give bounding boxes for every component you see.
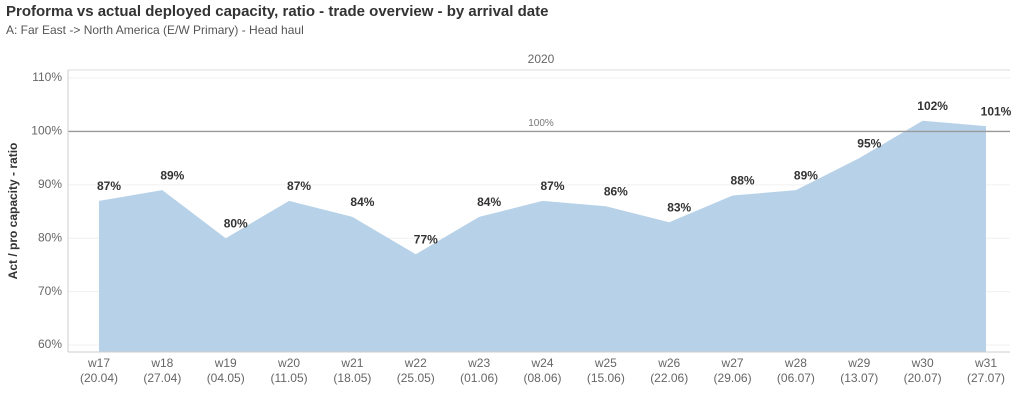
data-label: 95% <box>857 136 881 150</box>
data-label: 80% <box>224 216 248 230</box>
reference-label: 100% <box>528 118 554 129</box>
y-tick-label: 60% <box>38 337 62 351</box>
data-label: 87% <box>97 179 121 193</box>
y-axis-title: Act / pro capacity - ratio <box>6 143 20 280</box>
x-tick-label: w25 (15.06) <box>586 356 625 385</box>
x-tick-label: w24 (08.06) <box>523 356 562 385</box>
data-label: 77% <box>414 232 438 246</box>
data-label: 87% <box>540 179 564 193</box>
data-label: 84% <box>350 195 374 209</box>
chart-title: Proforma vs actual deployed capacity, ra… <box>6 3 548 20</box>
x-tick-label: w20 (11.05) <box>270 356 308 385</box>
x-tick-label: w31 (27.07) <box>966 356 1006 385</box>
data-label: 83% <box>667 200 691 214</box>
y-tick-label: 80% <box>38 230 62 244</box>
x-tick-label: w28 (06.07) <box>776 356 815 385</box>
data-label: 101% <box>981 104 1012 118</box>
x-tick-label: w26 (22.06) <box>650 356 689 385</box>
x-tick-label: w22 (25.05) <box>396 356 435 385</box>
area <box>99 120 986 352</box>
y-tick-label: 100% <box>31 124 62 138</box>
data-label: 84% <box>477 195 501 209</box>
x-tick-label: w30 (20.07) <box>903 356 942 385</box>
data-label: 102% <box>917 99 948 113</box>
data-label: 89% <box>794 168 818 182</box>
data-label: 86% <box>604 184 628 198</box>
x-tick-label: w27 (29.06) <box>713 356 752 385</box>
y-tick-label: 70% <box>38 284 62 298</box>
column-header: 2020 <box>528 52 555 66</box>
x-tick-label: w18 (27.04) <box>143 356 182 385</box>
x-tick-label: w29 (13.07) <box>840 356 879 385</box>
x-tick-label: w19 (04.05) <box>206 356 245 385</box>
data-label: 89% <box>160 168 184 182</box>
y-tick-label: 110% <box>32 70 62 84</box>
x-tick-label: w21 (18.05) <box>333 356 372 385</box>
y-tick-label: 90% <box>38 177 62 191</box>
data-label: 87% <box>287 179 311 193</box>
data-label: 88% <box>731 174 755 188</box>
x-tick-label: w17 (20.04) <box>79 356 119 385</box>
x-tick-label: w23 (01.06) <box>460 356 499 385</box>
chart-subtitle: A: Far East -> North America (E/W Primar… <box>6 23 304 37</box>
